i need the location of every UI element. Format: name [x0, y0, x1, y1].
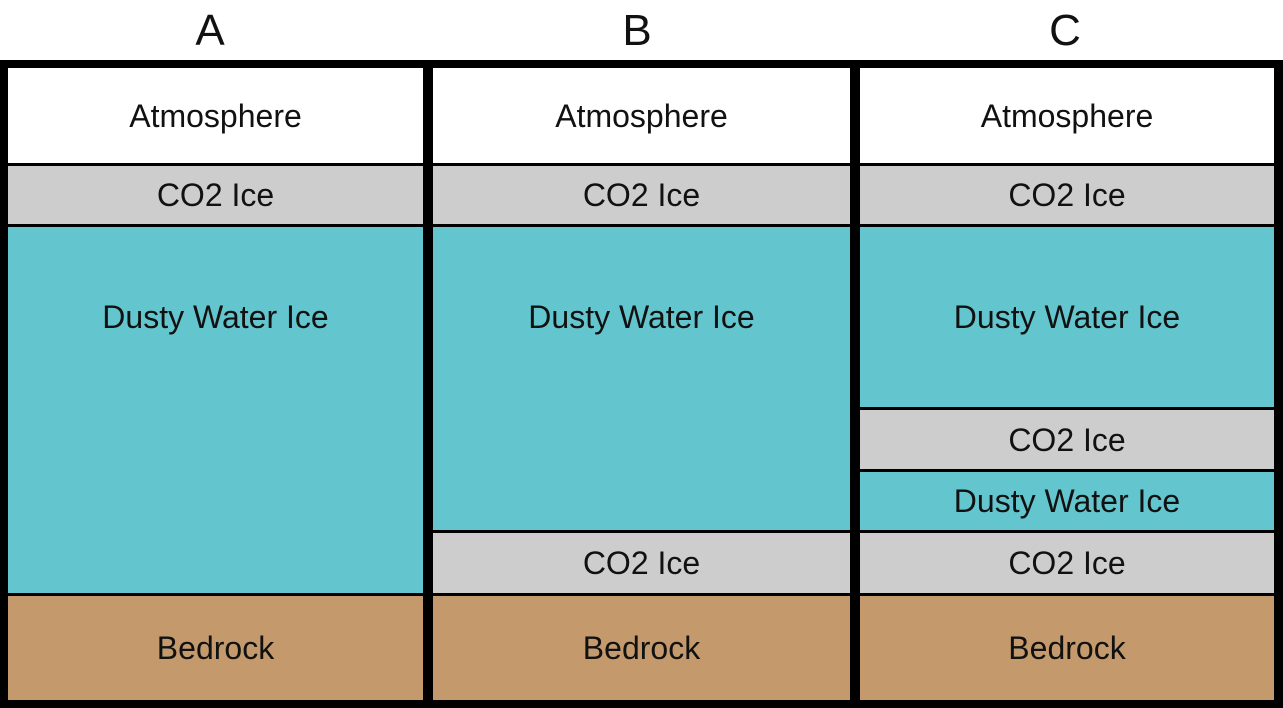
- column-b-co2-ice-layer: CO2 Ice: [433, 166, 850, 224]
- column-label-a: A: [195, 6, 225, 55]
- column-b-bedrock-layer: Bedrock: [433, 596, 850, 700]
- strata-diagram-frame: Atmosphere CO2 Ice Dusty Water Ice Bedro…: [0, 60, 1283, 708]
- column-b-atmosphere-layer: Atmosphere: [433, 68, 850, 163]
- column-b-dusty-water-ice-layer: Dusty Water Ice: [433, 227, 850, 530]
- column-c-co2-ice-layer: CO2 Ice: [860, 166, 1274, 224]
- column-c-lower-dusty-water-ice-layer: Dusty Water Ice: [860, 472, 1274, 530]
- column-a-dusty-water-ice-layer: Dusty Water Ice: [8, 227, 423, 593]
- column-c-dusty-water-ice-layer: Dusty Water Ice: [860, 227, 1274, 407]
- column-c-atmosphere-layer: Atmosphere: [860, 68, 1274, 163]
- column-c-bedrock-layer: Bedrock: [860, 596, 1274, 700]
- column-label-b: B: [622, 6, 652, 55]
- column-c-lower-co2-ice-layer: CO2 Ice: [860, 533, 1274, 593]
- column-a-atmosphere-layer: Atmosphere: [8, 68, 423, 163]
- column-a-bedrock-layer: Bedrock: [8, 596, 423, 700]
- column-a-co2-ice-layer: CO2 Ice: [8, 166, 423, 224]
- column-c-middle-co2-ice-layer: CO2 Ice: [860, 410, 1274, 469]
- column-label-c: C: [1049, 6, 1081, 55]
- column-b-lower-co2-ice-layer: CO2 Ice: [433, 533, 850, 593]
